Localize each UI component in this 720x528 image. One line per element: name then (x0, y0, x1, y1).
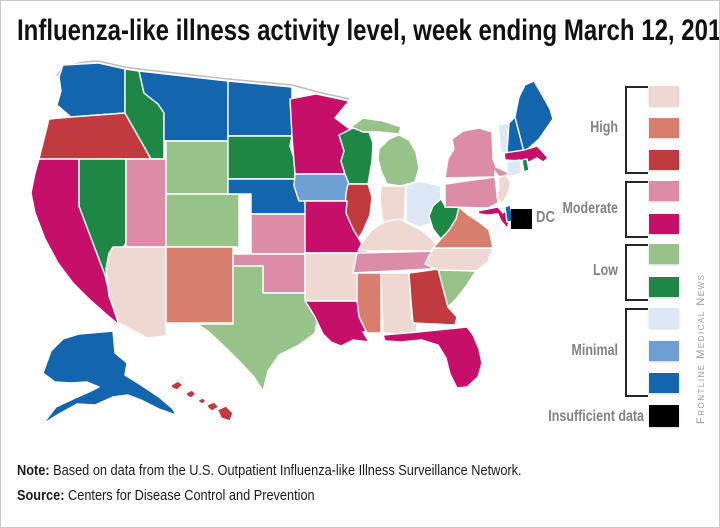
state-MI-lower (377, 134, 420, 187)
state-WY (165, 140, 229, 195)
legend-swatch-mod2 (649, 214, 679, 234)
note-line: Note: Based on data from the U.S. Outpat… (17, 462, 522, 479)
legend-label-insufficient: Insufficient data (548, 408, 644, 425)
legend-swatch-min1 (649, 308, 679, 328)
state-MD (477, 206, 513, 229)
state-NJ (496, 174, 512, 205)
legend-bracket-moderate (625, 181, 648, 238)
state-IA (293, 173, 354, 202)
legend-swatch-high3 (649, 150, 679, 170)
state-CT (505, 159, 523, 178)
state-VA (432, 206, 494, 249)
page-title: Influenza-like illness activity level, w… (17, 14, 720, 47)
legend-label-low: Low (593, 262, 618, 279)
dc-swatch (511, 209, 532, 229)
source-line: Source: Centers for Disease Control and … (17, 487, 315, 504)
legend-bracket-minimal (625, 308, 648, 397)
legend-swatch-min3 (649, 373, 679, 393)
state-NM (165, 246, 234, 324)
state-PA (444, 176, 499, 209)
state-NY (444, 127, 515, 179)
note-label: Note: (17, 462, 50, 479)
state-AK (42, 330, 177, 425)
canada-border-line (56, 60, 350, 100)
state-TX (196, 265, 319, 392)
state-UT (125, 158, 167, 248)
state-ME (514, 80, 554, 153)
legend-label-moderate: Moderate (562, 200, 618, 217)
legend-swatch-low2 (649, 277, 679, 297)
legend-bracket-high (625, 86, 648, 174)
state-CO (165, 193, 240, 248)
legend-swatch-mod1 (649, 181, 679, 201)
source-label: Source: (17, 487, 65, 504)
state-FL (382, 326, 483, 389)
state-ND (227, 80, 293, 137)
source-text: Centers for Disease Control and Preventi… (68, 487, 315, 504)
legend-swatch-min2 (649, 341, 679, 361)
state-KS (250, 213, 308, 255)
legend-label-minimal: Minimal (571, 342, 618, 359)
note-text: Based on data from the U.S. Outpatient I… (53, 462, 522, 479)
state-HI (170, 380, 234, 422)
legend-swatch-high1 (649, 86, 679, 106)
state-MI-upper (350, 117, 402, 135)
legend-bracket-low (625, 244, 648, 301)
state-RI (521, 158, 530, 173)
state-SD (227, 135, 296, 180)
state-WA (56, 62, 126, 118)
state-NC (424, 247, 494, 272)
state-AR (304, 252, 360, 302)
legend-swatch-low1 (649, 244, 679, 264)
dc-label: DC (536, 209, 555, 226)
legend-label-high: High (590, 119, 618, 136)
legend-swatch-insufficient (649, 405, 679, 427)
state-AZ (105, 246, 167, 339)
legend-swatch-high2 (649, 118, 679, 138)
credit-vertical: Frontline Medical News (695, 273, 707, 424)
